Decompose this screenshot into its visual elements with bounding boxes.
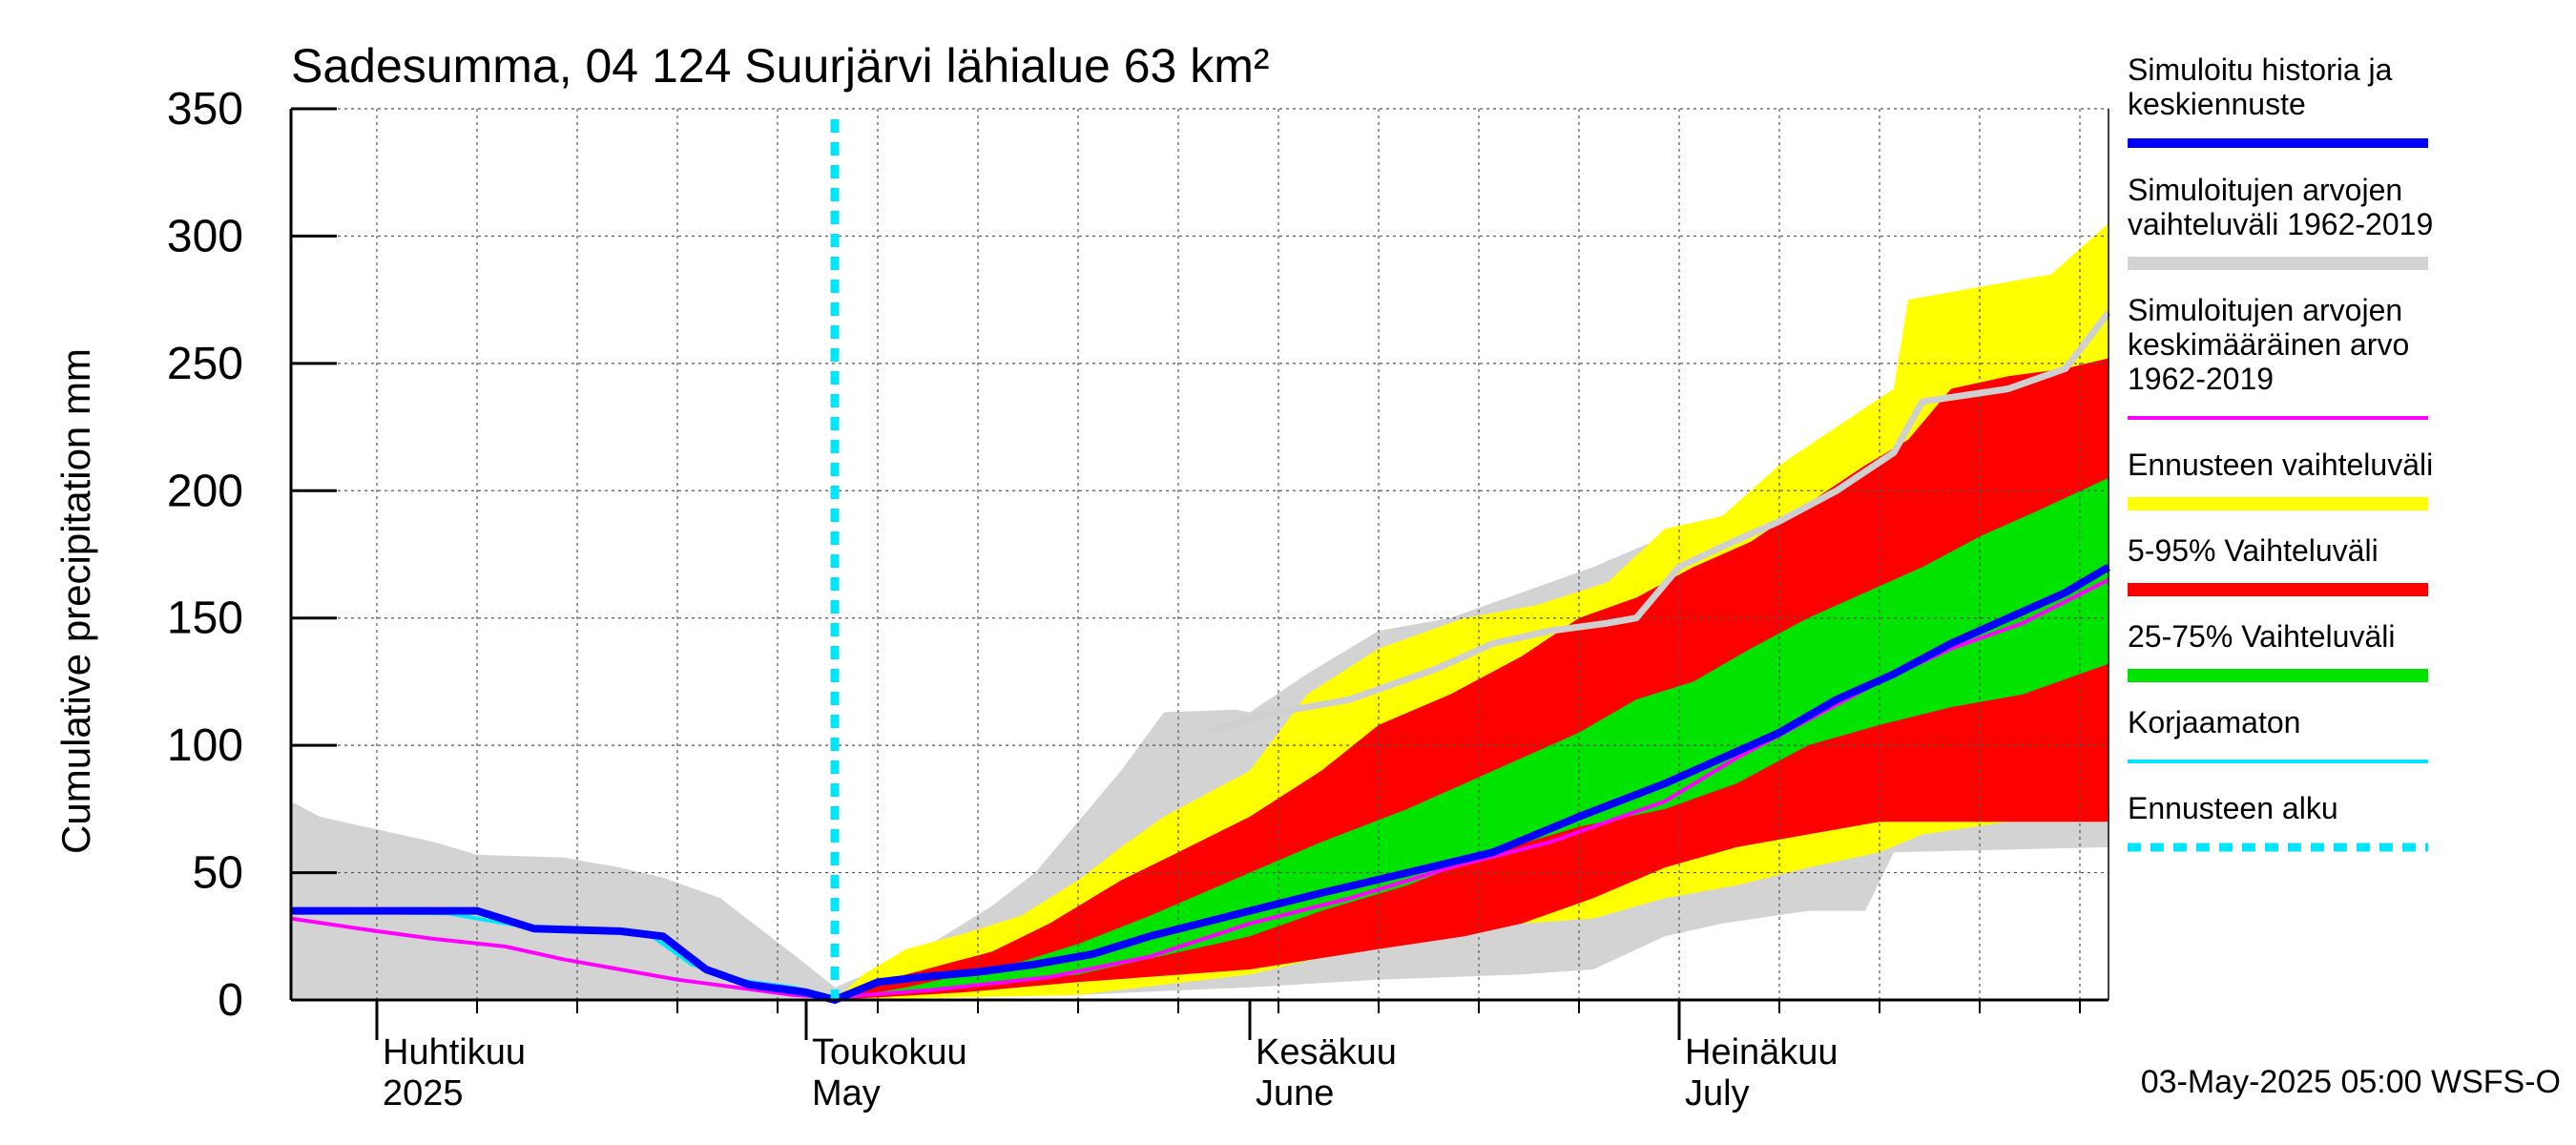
band-layer [291, 223, 2109, 1001]
legend-label: Ennusteen vaihteluväli [2128, 448, 2433, 482]
grid-layer [291, 108, 2109, 1000]
x-month-sublabel: 2025 [383, 1073, 464, 1114]
legend-label: Simuloitu historia ja [2128, 52, 2393, 87]
y-tick-label: 150 [167, 593, 243, 644]
y-tick-label: 50 [193, 848, 243, 899]
y-axis-label: Cumulative precipitation mm [53, 348, 98, 854]
legend-label: keskiennuste [2128, 87, 2306, 121]
legend-label: 5-95% Vaihteluväli [2128, 533, 2379, 568]
simulated-line [291, 563, 2111, 1004]
x-month-sublabel: July [1685, 1073, 1750, 1114]
x-month-label: Heinäkuu [1685, 1032, 1839, 1072]
footer-timestamp: 03-May-2025 05:00 WSFS-O [2141, 1064, 2561, 1100]
history-mean-line [1205, 310, 2111, 737]
y-tick-label: 100 [167, 720, 243, 771]
legend-label: keskimääräinen arvo [2128, 327, 2409, 362]
x-month-sublabel: May [812, 1073, 881, 1114]
y-tick-label: 250 [167, 339, 243, 389]
x-month-label: Kesäkuu [1256, 1032, 1397, 1072]
line-layer [290, 119, 2111, 1004]
x-month-sublabel: June [1256, 1073, 1334, 1114]
y-tick-label: 200 [167, 466, 243, 516]
y-tick-label: 350 [167, 84, 243, 135]
legend-label: Ennusteen alku [2128, 791, 2338, 825]
legend-label: vaihteluväli 1962-2019 [2128, 207, 2433, 241]
x-month-label: Huhtikuu [383, 1032, 526, 1072]
y-tick-label: 300 [167, 211, 243, 261]
legend-label: Simuloitujen arvojen [2128, 173, 2402, 207]
legend-label: Simuloitujen arvojen [2128, 293, 2402, 327]
x-month-label: Toukokuu [812, 1032, 967, 1072]
chart-title: Sadesumma, 04 124 Suurjärvi lähialue 63 … [291, 39, 1270, 93]
y-tick-label: 0 [218, 975, 243, 1026]
legend-label: 1962-2019 [2128, 362, 2274, 396]
legend-label: Korjaamaton [2128, 705, 2300, 739]
legend-label: 25-75% Vaihteluväli [2128, 619, 2395, 654]
